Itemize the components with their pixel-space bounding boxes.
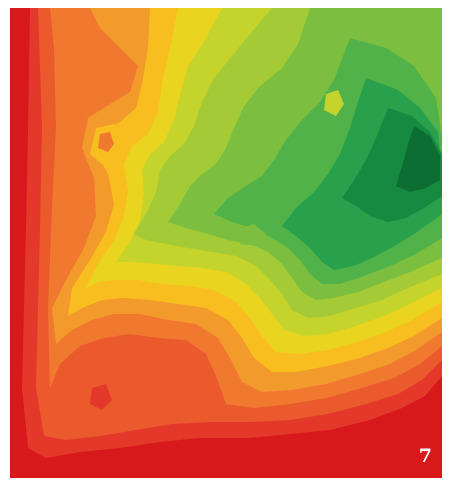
panel-number-label: 7 [418, 445, 432, 467]
band-3-pocket [98, 132, 114, 152]
contour-map-canvas [10, 8, 442, 478]
band-2-pocket-b [118, 376, 142, 402]
band-7-pocket [324, 90, 344, 116]
contour-map: 7 [10, 8, 442, 478]
band-1-pocket [90, 384, 112, 410]
band-9-pocket [236, 224, 266, 246]
band-2-pocket [156, 368, 194, 402]
band-13 [396, 126, 440, 192]
